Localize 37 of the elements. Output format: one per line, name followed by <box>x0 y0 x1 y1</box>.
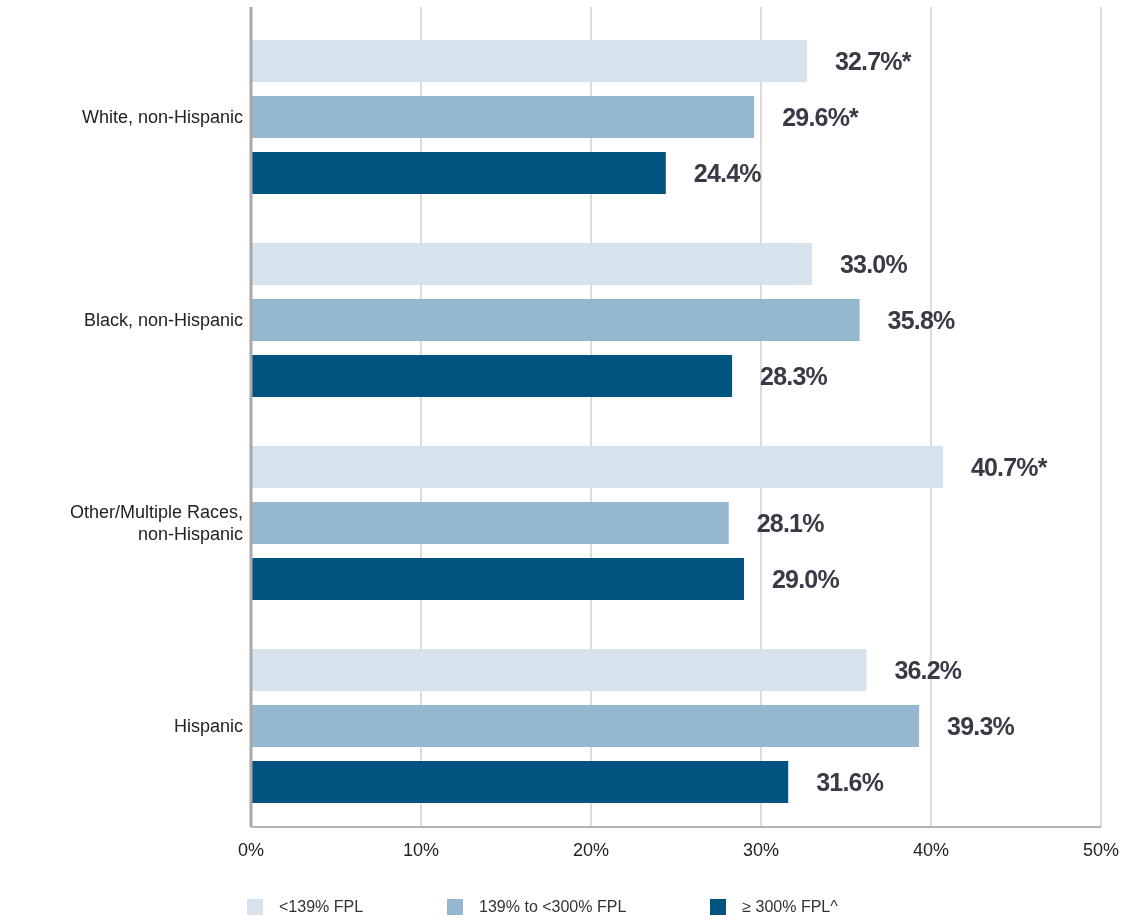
x-tick-label: 20% <box>572 839 610 860</box>
bar <box>251 558 744 600</box>
data-label: 36.2% <box>894 656 962 684</box>
bar <box>251 355 733 397</box>
y-tick-label: White, non-Hispanic <box>81 106 243 127</box>
data-label: 39.3% <box>947 712 1015 740</box>
bar <box>251 243 812 285</box>
x-tick-label: 0% <box>237 839 265 860</box>
data-label: 40.7%* <box>970 453 1048 481</box>
x-tick-label: 30% <box>742 839 780 860</box>
y-tick-label: Other/Multiple Races, non-Hispanic <box>69 501 243 544</box>
data-label: 32.7%* <box>834 47 912 75</box>
bar <box>251 446 943 488</box>
y-tick-label: Hispanic <box>173 715 243 736</box>
bar <box>251 299 860 341</box>
x-tick-label: 50% <box>1082 839 1120 860</box>
bar <box>251 761 789 803</box>
x-tick-label: 40% <box>912 839 950 860</box>
data-label: 28.1% <box>756 509 825 537</box>
bar <box>251 96 755 138</box>
legend-label: <139% FPL <box>279 898 364 916</box>
data-label: 31.6% <box>816 768 884 796</box>
data-label: 33.0% <box>840 250 908 278</box>
data-label: 29.0% <box>772 565 840 593</box>
data-label: 24.4% <box>693 159 762 187</box>
data-label: 35.8% <box>887 306 956 334</box>
legend-label: 139% to <300% FPL <box>479 898 627 916</box>
legend-label: ≥ 300% FPL^ <box>742 898 838 916</box>
bar <box>251 40 807 82</box>
data-label: 28.3% <box>760 362 828 390</box>
bar <box>251 705 920 747</box>
bar <box>251 649 867 691</box>
bar <box>251 152 666 194</box>
y-tick-label: Black, non-Hispanic <box>83 309 243 330</box>
data-label: 29.6%* <box>782 103 860 131</box>
x-tick-label: 10% <box>402 839 440 860</box>
bar <box>251 502 729 544</box>
